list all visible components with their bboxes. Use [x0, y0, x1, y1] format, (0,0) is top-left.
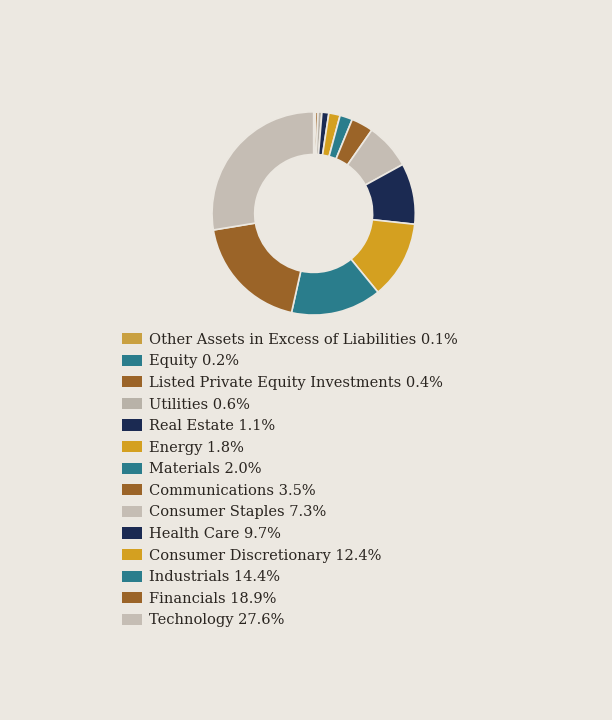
Wedge shape [313, 112, 315, 155]
Wedge shape [214, 223, 300, 312]
Wedge shape [318, 112, 329, 156]
Wedge shape [314, 112, 316, 155]
Wedge shape [212, 112, 314, 230]
Wedge shape [351, 220, 415, 292]
Wedge shape [336, 120, 372, 165]
Legend: Other Assets in Excess of Liabilities 0.1%, Equity 0.2%, Listed Private Equity I: Other Assets in Excess of Liabilities 0.… [122, 333, 458, 627]
Wedge shape [291, 259, 378, 315]
Wedge shape [329, 115, 353, 159]
Wedge shape [365, 164, 416, 225]
Wedge shape [348, 130, 403, 185]
Wedge shape [316, 112, 322, 155]
Wedge shape [323, 113, 340, 156]
Wedge shape [315, 112, 318, 155]
